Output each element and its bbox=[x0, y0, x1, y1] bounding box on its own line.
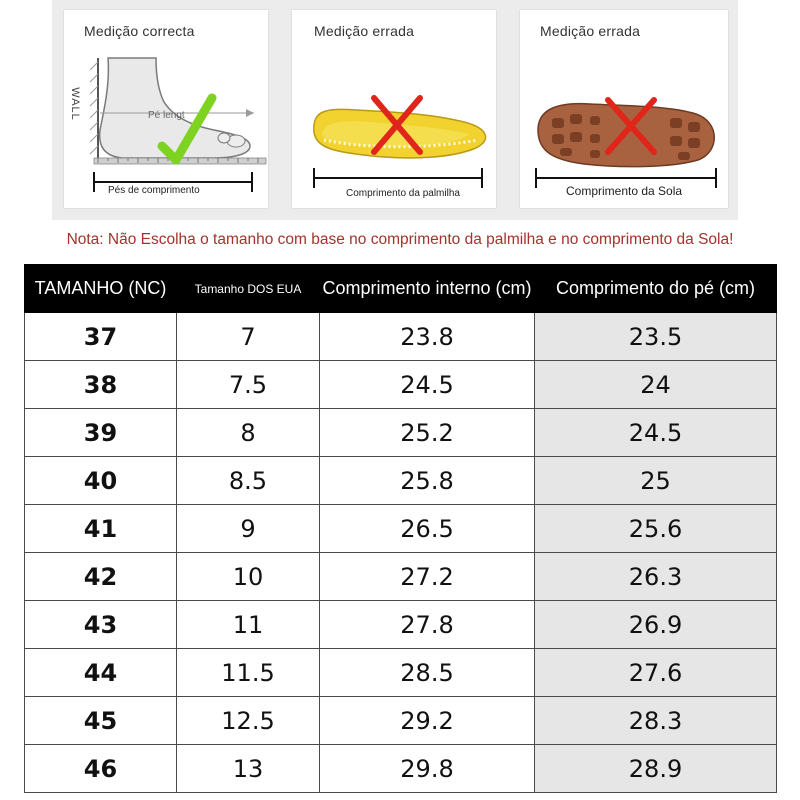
check-icon bbox=[157, 93, 217, 165]
table-row: 40 8.5 25.8 25 bbox=[24, 456, 777, 505]
foot-length-cell: 24 bbox=[534, 360, 777, 409]
size-nc-cell: 40 bbox=[24, 456, 177, 505]
table-row: 37 7 23.8 23.5 bbox=[24, 312, 777, 361]
table-row: 41 9 26.5 25.6 bbox=[24, 504, 777, 553]
sole-illustration bbox=[535, 97, 717, 188]
insole-illustration bbox=[313, 95, 487, 188]
inner-length-cell: 29.2 bbox=[319, 696, 535, 745]
foot-length-cell: 27.6 bbox=[534, 648, 777, 697]
foot-length-cell: 28.9 bbox=[534, 744, 777, 793]
inner-length-cell: 24.5 bbox=[319, 360, 535, 409]
header-inner-length: Comprimento interno (cm) bbox=[319, 264, 535, 313]
size-nc-cell: 41 bbox=[24, 504, 177, 553]
panel-caption: Comprimento da Sola bbox=[566, 184, 683, 198]
table-row: 39 8 25.2 24.5 bbox=[24, 408, 777, 457]
wall-label: WALL bbox=[68, 87, 81, 121]
cross-icon bbox=[371, 95, 423, 155]
us-size-cell: 11.5 bbox=[176, 648, 320, 697]
us-size-cell: 8.5 bbox=[176, 456, 320, 505]
panel-caption: Pés de comprimento bbox=[108, 185, 200, 196]
foot-length-cell: 26.9 bbox=[534, 600, 777, 649]
foot-length-cell: 26.3 bbox=[534, 552, 777, 601]
size-table-body: 37 7 23.8 23.5 38 7.5 24.5 24 39 8 25.2 24.5 40 8.5 25… bbox=[24, 312, 777, 793]
inner-length-cell: 28.5 bbox=[319, 648, 535, 697]
foot-measure-illustration bbox=[89, 57, 267, 192]
header-us-size: Tamanho DOS EUA bbox=[176, 264, 320, 313]
table-row: 38 7.5 24.5 24 bbox=[24, 360, 777, 409]
foot-length-cell: 25.6 bbox=[534, 504, 777, 553]
size-table: TAMANHO (NC) Tamanho DOS EUA Comprimento… bbox=[24, 264, 777, 793]
size-nc-cell: 42 bbox=[24, 552, 177, 601]
us-size-cell: 11 bbox=[176, 600, 320, 649]
us-size-cell: 7 bbox=[176, 312, 320, 361]
table-row: 42 10 27.2 26.3 bbox=[24, 552, 777, 601]
cross-icon bbox=[605, 97, 657, 155]
panel-sole-measurement: Medição errada Comprimento da Sola bbox=[520, 10, 728, 208]
table-header-row: TAMANHO (NC) Tamanho DOS EUA Comprimento… bbox=[24, 264, 777, 313]
inner-length-cell: 29.8 bbox=[319, 744, 535, 793]
panel-insole-measurement: Medição errada Comprimento da palmilha bbox=[292, 10, 496, 208]
panel-title: Medição errada bbox=[314, 23, 415, 39]
panel-correct-measurement: Medição correcta bbox=[64, 10, 268, 208]
us-size-cell: 9 bbox=[176, 504, 320, 553]
size-nc-cell: 46 bbox=[24, 744, 177, 793]
size-nc-cell: 38 bbox=[24, 360, 177, 409]
us-size-cell: 8 bbox=[176, 408, 320, 457]
measurement-guide: Medição correcta bbox=[52, 0, 738, 220]
table-row: 45 12.5 29.2 28.3 bbox=[24, 696, 777, 745]
header-foot-length: Comprimento do pé (cm) bbox=[534, 264, 777, 313]
size-nc-cell: 45 bbox=[24, 696, 177, 745]
inner-length-cell: 26.5 bbox=[319, 504, 535, 553]
us-size-cell: 10 bbox=[176, 552, 320, 601]
table-row: 44 11.5 28.5 27.6 bbox=[24, 648, 777, 697]
inner-length-cell: 25.2 bbox=[319, 408, 535, 457]
us-size-cell: 7.5 bbox=[176, 360, 320, 409]
foot-length-cell: 28.3 bbox=[534, 696, 777, 745]
panel-title: Medição errada bbox=[540, 23, 641, 39]
size-nc-cell: 43 bbox=[24, 600, 177, 649]
inner-length-cell: 27.8 bbox=[319, 600, 535, 649]
table-row: 46 13 29.8 28.9 bbox=[24, 744, 777, 793]
size-nc-cell: 39 bbox=[24, 408, 177, 457]
size-nc-cell: 37 bbox=[24, 312, 177, 361]
panel-caption: Comprimento da palmilha bbox=[346, 188, 460, 199]
us-size-cell: 13 bbox=[176, 744, 320, 793]
panel-title: Medição correcta bbox=[84, 23, 195, 39]
us-size-cell: 12.5 bbox=[176, 696, 320, 745]
ruler-label: Pé lengt bbox=[148, 110, 185, 121]
foot-length-cell: 23.5 bbox=[534, 312, 777, 361]
foot-length-cell: 25 bbox=[534, 456, 777, 505]
size-note: Nota: Não Escolha o tamanho com base no … bbox=[66, 231, 734, 248]
size-nc-cell: 44 bbox=[24, 648, 177, 697]
inner-length-cell: 25.8 bbox=[319, 456, 535, 505]
table-row: 43 11 27.8 26.9 bbox=[24, 600, 777, 649]
foot-length-cell: 24.5 bbox=[534, 408, 777, 457]
header-size-nc: TAMANHO (NC) bbox=[24, 264, 177, 313]
inner-length-cell: 23.8 bbox=[319, 312, 535, 361]
inner-length-cell: 27.2 bbox=[319, 552, 535, 601]
